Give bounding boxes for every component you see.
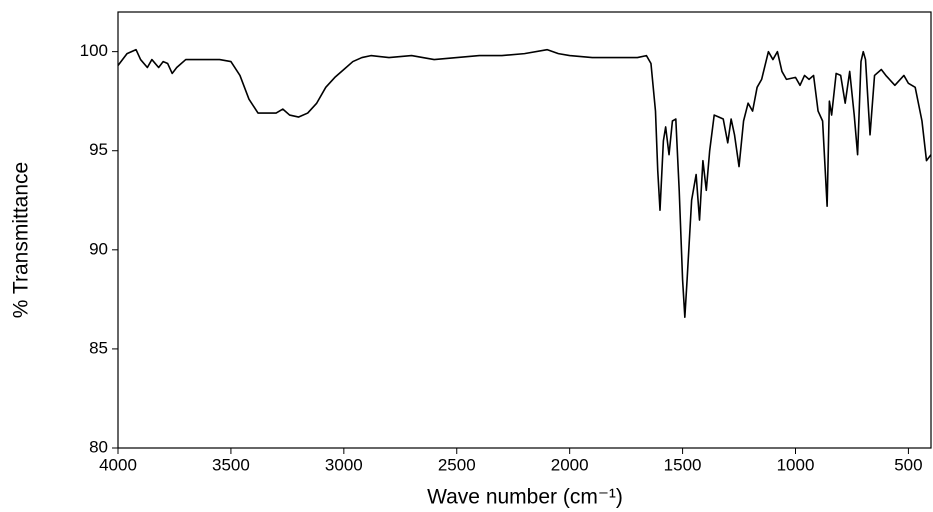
y-tick-label: 90	[89, 239, 108, 258]
y-axis-title: % Transmittance	[10, 162, 33, 318]
x-tick-label: 1500	[664, 455, 702, 474]
x-tick-label: 1000	[777, 455, 815, 474]
plot-frame	[117, 11, 932, 449]
x-tick-label: 2000	[551, 455, 589, 474]
y-tick-label: 85	[89, 338, 108, 357]
x-axis-title: Wave number (cm⁻¹)	[427, 486, 623, 509]
x-tick-label: 3000	[325, 455, 363, 474]
x-tick-label: 3500	[212, 455, 250, 474]
x-tick-label: 2500	[438, 455, 476, 474]
y-tick-label: 95	[89, 140, 108, 159]
y-tick-label: 80	[89, 437, 108, 456]
spectrum-line	[117, 48, 932, 318]
y-tick-label: 100	[80, 41, 108, 60]
x-tick-label: 500	[894, 455, 922, 474]
x-tick-label: 4000	[99, 455, 137, 474]
